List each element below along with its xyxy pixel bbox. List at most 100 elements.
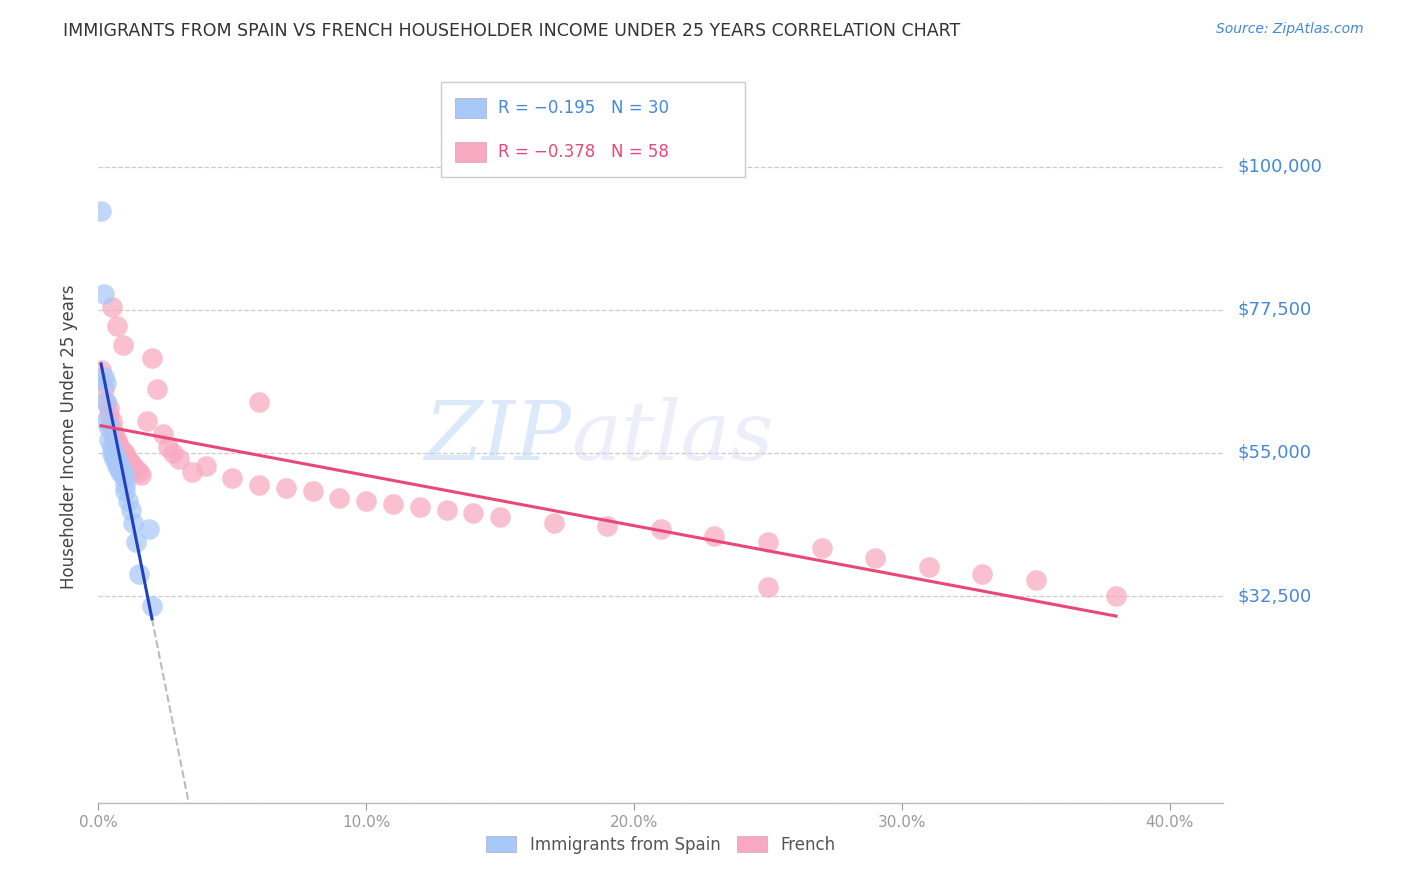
Point bbox=[1105, 589, 1128, 603]
Text: ZIP: ZIP bbox=[425, 397, 571, 477]
Point bbox=[105, 456, 128, 470]
Point bbox=[1025, 573, 1047, 587]
Point bbox=[103, 446, 125, 460]
Text: IMMIGRANTS FROM SPAIN VS FRENCH HOUSEHOLDER INCOME UNDER 25 YEARS CORRELATION CH: IMMIGRANTS FROM SPAIN VS FRENCH HOUSEHOL… bbox=[63, 22, 960, 40]
Point bbox=[917, 560, 939, 574]
Point bbox=[111, 446, 134, 460]
Point bbox=[138, 522, 160, 536]
Point bbox=[111, 338, 134, 352]
Point bbox=[114, 446, 136, 460]
Point bbox=[120, 456, 142, 470]
Point bbox=[436, 503, 458, 517]
Point bbox=[162, 446, 184, 460]
Point bbox=[114, 471, 136, 485]
Point bbox=[543, 516, 565, 530]
Legend: Immigrants from Spain, French: Immigrants from Spain, French bbox=[479, 829, 842, 860]
Point bbox=[274, 481, 297, 495]
Point bbox=[101, 440, 124, 454]
Point bbox=[194, 458, 217, 473]
Point bbox=[221, 471, 243, 485]
Text: $100,000: $100,000 bbox=[1237, 158, 1322, 176]
Point bbox=[125, 462, 148, 476]
Point bbox=[146, 383, 169, 397]
Point bbox=[114, 477, 136, 491]
Point bbox=[120, 503, 142, 517]
Point bbox=[98, 420, 121, 434]
Point bbox=[101, 446, 124, 460]
Point bbox=[489, 509, 512, 524]
Point bbox=[128, 566, 150, 581]
Point bbox=[972, 566, 994, 581]
Point bbox=[103, 430, 125, 444]
Point bbox=[103, 426, 125, 441]
Point bbox=[96, 395, 118, 409]
Point bbox=[152, 426, 174, 441]
Point bbox=[125, 535, 148, 549]
Text: $32,500: $32,500 bbox=[1237, 587, 1312, 605]
Point bbox=[108, 442, 131, 457]
Point bbox=[93, 369, 115, 384]
Point bbox=[141, 351, 163, 365]
FancyBboxPatch shape bbox=[456, 142, 486, 162]
Point bbox=[117, 452, 139, 467]
Point bbox=[382, 497, 405, 511]
Text: Source: ZipAtlas.com: Source: ZipAtlas.com bbox=[1216, 22, 1364, 37]
Point bbox=[596, 519, 619, 533]
Point bbox=[167, 452, 190, 467]
Point bbox=[93, 287, 115, 301]
Text: $77,500: $77,500 bbox=[1237, 301, 1312, 318]
Point bbox=[703, 529, 725, 543]
Point bbox=[650, 522, 672, 536]
Point bbox=[111, 468, 134, 483]
Point bbox=[101, 420, 124, 434]
Y-axis label: Householder Income Under 25 years: Householder Income Under 25 years bbox=[59, 285, 77, 590]
Point bbox=[90, 204, 112, 219]
Point bbox=[128, 465, 150, 479]
Point bbox=[141, 599, 163, 613]
Point bbox=[108, 465, 131, 479]
Point bbox=[105, 452, 128, 467]
Point bbox=[135, 414, 157, 428]
Point bbox=[108, 458, 131, 473]
Point bbox=[409, 500, 432, 514]
Point bbox=[101, 414, 124, 428]
Point bbox=[117, 493, 139, 508]
Point bbox=[122, 516, 145, 530]
Point bbox=[105, 458, 128, 473]
Point bbox=[810, 541, 832, 556]
Point bbox=[98, 401, 121, 416]
Point bbox=[122, 458, 145, 473]
Point bbox=[863, 550, 886, 565]
Point bbox=[181, 465, 204, 479]
Point bbox=[103, 452, 125, 467]
Point bbox=[108, 462, 131, 476]
Point bbox=[463, 507, 485, 521]
Point bbox=[105, 318, 128, 333]
Text: $55,000: $55,000 bbox=[1237, 444, 1312, 462]
Point bbox=[98, 434, 121, 448]
Point bbox=[105, 434, 128, 448]
Point bbox=[354, 493, 377, 508]
Point bbox=[301, 484, 323, 499]
Point bbox=[90, 363, 112, 377]
Point bbox=[98, 408, 121, 422]
FancyBboxPatch shape bbox=[456, 98, 486, 119]
Point bbox=[157, 440, 180, 454]
Text: R = −0.195   N = 30: R = −0.195 N = 30 bbox=[498, 99, 669, 117]
Point bbox=[328, 491, 350, 505]
Point bbox=[114, 484, 136, 499]
Point bbox=[129, 468, 152, 483]
FancyBboxPatch shape bbox=[441, 82, 745, 178]
Point bbox=[108, 440, 131, 454]
Point bbox=[96, 395, 118, 409]
Point bbox=[114, 449, 136, 463]
Point bbox=[96, 376, 118, 390]
Point bbox=[105, 436, 128, 450]
Point bbox=[96, 414, 118, 428]
Point bbox=[101, 300, 124, 314]
Text: atlas: atlas bbox=[571, 397, 773, 477]
Point bbox=[756, 535, 779, 549]
Point bbox=[756, 580, 779, 594]
Text: R = −0.378   N = 58: R = −0.378 N = 58 bbox=[498, 143, 669, 161]
Point bbox=[111, 465, 134, 479]
